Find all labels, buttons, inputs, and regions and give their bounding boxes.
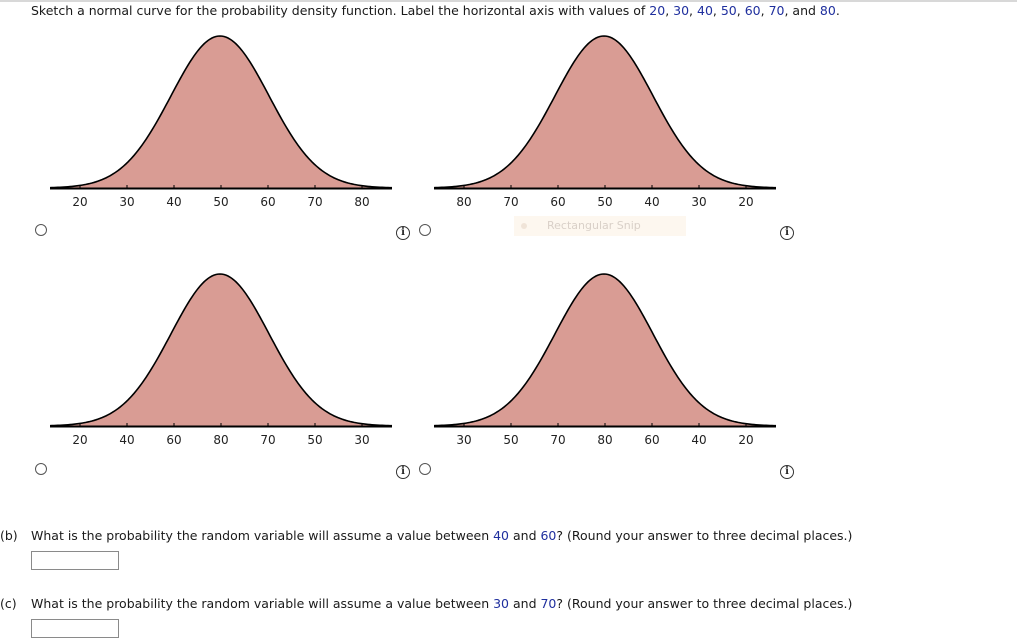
axis-tick-label: 20 (72, 195, 88, 209)
snip-label: Rectangular Snip (547, 219, 641, 232)
axis-tick-label: 40 (691, 433, 707, 447)
highlighted-number: 30 (673, 3, 690, 18)
axis-tick-label: 20 (738, 433, 754, 447)
axis-tick-label: 30 (119, 195, 135, 209)
answer-b-input[interactable] (31, 551, 119, 570)
axis-tick-label: 70 (550, 433, 566, 447)
text-segment: ? (Round your answer to three decimal pl… (556, 596, 853, 611)
shaded-area (434, 274, 776, 426)
text-segment: , (712, 3, 721, 18)
highlighted-number: 60 (540, 528, 557, 543)
axis-tick-label: 30 (456, 433, 472, 447)
curve-svg (433, 35, 777, 190)
axis-tick-label: 20 (738, 195, 754, 209)
axis-tick-label: 50 (307, 433, 323, 447)
question-c: (c) What is the probability the random va… (0, 596, 852, 611)
axis-tick-label: 70 (503, 195, 519, 209)
normal-curve-graph-option-3: 20 40 60 80 70 50 30 (49, 268, 393, 447)
text-segment: , (760, 3, 769, 18)
highlighted-number: 20 (649, 3, 666, 18)
normal-curve (49, 35, 393, 189)
axis-tick-label: 30 (691, 195, 707, 209)
curve-svg (49, 35, 393, 190)
option-2-radio[interactable] (419, 224, 431, 236)
curve-svg (433, 273, 777, 428)
highlighted-number: 80 (819, 3, 836, 18)
option-4-radio[interactable] (419, 463, 431, 475)
option-4-info-icon[interactable]: i (780, 465, 794, 479)
axis-tick-label: 70 (307, 195, 323, 209)
curve-svg (49, 273, 393, 428)
axis-tick-label: 20 (72, 433, 88, 447)
axis-tick-label: 80 (456, 195, 472, 209)
normal-curve-graph-option-1: 20 30 40 50 60 70 80 (49, 30, 393, 209)
option-3-radio[interactable] (35, 463, 47, 475)
highlighted-number: 40 (697, 3, 713, 18)
top-divider (0, 0, 1017, 2)
text-segment: and (509, 528, 541, 543)
text-segment: What is the probability the random varia… (31, 528, 494, 543)
option-1-radio[interactable] (35, 224, 47, 236)
highlighted-number: 60 (744, 3, 761, 18)
axis-tick-label: 60 (166, 433, 182, 447)
axis-tick-label: 30 (354, 433, 370, 447)
axis-tick-label: 80 (213, 433, 229, 447)
highlighted-number: 30 (493, 596, 510, 611)
question-b: (b) What is the probability the random va… (0, 528, 852, 543)
text-segment: What is the probability the random varia… (31, 596, 494, 611)
shaded-area (50, 36, 392, 188)
axis-tick-label: 60 (260, 195, 276, 209)
highlighted-number: 70 (768, 3, 785, 18)
instruction-text: Sketch a normal curve for the probabilit… (31, 3, 840, 18)
axis-tick-label: 60 (550, 195, 566, 209)
text-segment: , (689, 3, 697, 18)
part-label: (b) (0, 528, 18, 543)
axis-tick-label: 80 (597, 433, 613, 447)
axis-tick-label: 50 (597, 195, 613, 209)
part-label: (c) (0, 596, 17, 611)
answer-c-input[interactable] (31, 619, 119, 638)
axis-tick-label: 60 (644, 433, 660, 447)
snip-dot-icon (521, 223, 527, 229)
highlighted-number: 50 (720, 3, 737, 18)
axis-tick-label: 80 (354, 195, 370, 209)
text-segment: Sketch a normal curve for the probabilit… (31, 3, 650, 18)
shaded-area (50, 274, 392, 426)
axis-tick-label: 40 (166, 195, 182, 209)
text-segment: , (736, 3, 745, 18)
normal-curve (433, 35, 777, 189)
text-segment: ? (Round your answer to three decimal pl… (556, 528, 853, 543)
option-1-info-icon[interactable]: i (396, 226, 410, 240)
normal-curve-graph-option-2: 80 70 60 50 40 30 20 (433, 30, 777, 209)
text-segment: , and (784, 3, 820, 18)
highlighted-number: 70 (540, 596, 557, 611)
text-segment: , (665, 3, 674, 18)
text-segment: and (509, 596, 541, 611)
axis-tick-label: 70 (260, 433, 276, 447)
rectangular-snip-overlay: Rectangular Snip (514, 216, 686, 236)
normal-curve-graph-option-4: 30 50 70 80 60 40 20 (433, 268, 777, 447)
axis-tick-label: 40 (644, 195, 660, 209)
normal-curve (49, 273, 393, 427)
option-2-info-icon[interactable]: i (780, 226, 794, 240)
text-segment: . (835, 3, 840, 18)
axis-tick-label: 50 (503, 433, 519, 447)
highlighted-number: 40 (493, 528, 510, 543)
axis-tick-label: 40 (119, 433, 135, 447)
shaded-area (434, 36, 776, 188)
normal-curve (433, 273, 777, 427)
axis-tick-label: 50 (213, 195, 229, 209)
option-3-info-icon[interactable]: i (396, 465, 410, 479)
